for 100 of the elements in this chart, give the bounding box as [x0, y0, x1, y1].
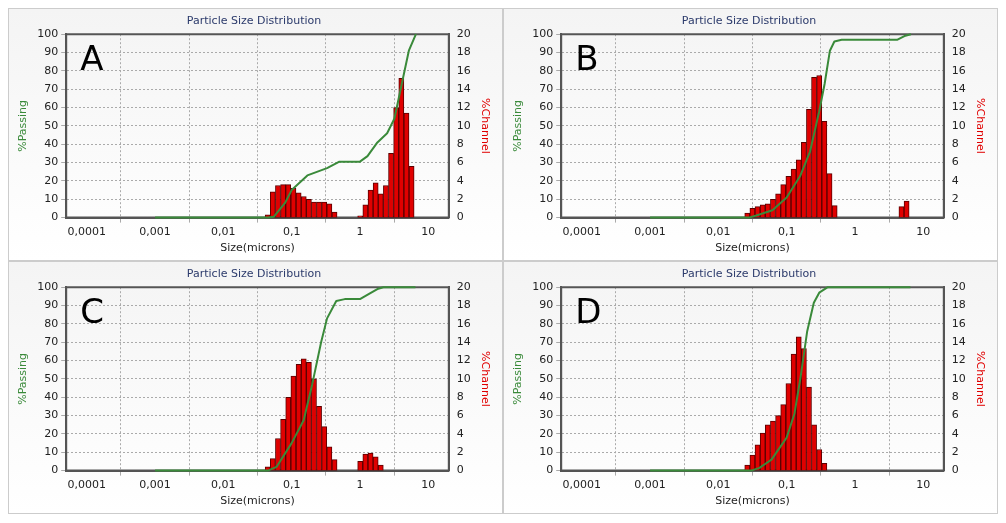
y-tick-label: 50	[539, 118, 554, 132]
y2-tick-label: 8	[951, 137, 959, 151]
y2-tick-label: 12	[951, 100, 966, 114]
x-axis-title: Size(microns)	[715, 241, 790, 255]
y2-tick-label: 16	[951, 316, 966, 330]
annotation: D	[575, 291, 602, 332]
y-tick-label: 60	[44, 353, 59, 367]
x-tick-label: 10	[421, 478, 436, 492]
annotation: B	[575, 38, 599, 79]
y2-tick-label: 8	[456, 390, 464, 404]
y-tick-label: 40	[539, 137, 554, 151]
y2-tick-label: 18	[456, 45, 471, 59]
y2-tick-label: 20	[951, 27, 966, 41]
y2-tick-label: 0	[456, 210, 464, 224]
y-tick-label: 80	[539, 316, 554, 330]
y2-tick-label: 4	[951, 426, 959, 440]
y-tick-label: 0	[51, 210, 59, 224]
y-tick-label: 60	[539, 353, 554, 367]
y2-tick-label: 10	[456, 371, 471, 385]
y2-tick-label: 8	[456, 137, 464, 151]
annotation: A	[80, 38, 104, 79]
y-tick-label: 80	[44, 316, 59, 330]
y-tick-label: 20	[44, 426, 59, 440]
x-tick-label: 10	[916, 225, 931, 239]
y-tick-label: 100	[532, 280, 554, 294]
x-tick-label: 0,1	[282, 225, 301, 239]
x-tick-label: 0,0001	[562, 225, 602, 239]
y2-tick-label: 2	[951, 445, 959, 459]
y-tick-label: 10	[44, 192, 59, 206]
x-axis-title: Size(microns)	[715, 494, 790, 508]
y2-tick-label: 4	[456, 173, 464, 187]
y2-tick-label: 12	[951, 353, 966, 367]
x-tick-label: 0,01	[211, 478, 236, 492]
y2-tick-label: 6	[951, 155, 959, 169]
x-tick-label: 1	[851, 478, 859, 492]
y-tick-label: 70	[44, 335, 59, 349]
y2-tick-label: 10	[951, 371, 966, 385]
y2-tick-label: 6	[951, 408, 959, 422]
y-tick-label: 60	[539, 100, 554, 114]
y2-tick-label: 2	[456, 192, 464, 206]
y-tick-label: 90	[44, 298, 59, 312]
annotation: C	[80, 291, 104, 332]
x-tick-label: 10	[916, 478, 931, 492]
y2-tick-label: 14	[456, 82, 471, 96]
y2-tick-label: 14	[456, 335, 471, 349]
y2-tick-label: 18	[951, 45, 966, 59]
y2-tick-label: 8	[951, 390, 959, 404]
y-tick-label: 30	[539, 155, 554, 169]
y-tick-label: 10	[539, 445, 554, 459]
y-tick-label: 10	[44, 445, 59, 459]
x-tick-label: 0,001	[634, 478, 666, 492]
y-tick-label: 60	[44, 100, 59, 114]
x-tick-label: 0,1	[282, 478, 301, 492]
y-tick-label: 40	[44, 137, 59, 151]
y-tick-label: 0	[51, 463, 59, 477]
y2-tick-label: 18	[456, 298, 471, 312]
x-tick-label: 0,1	[777, 225, 796, 239]
y2-axis-title: %Channel	[478, 351, 492, 407]
y-axis-title: %Passing	[511, 99, 525, 152]
x-tick-label: 1	[356, 478, 364, 492]
y-tick-label: 0	[546, 210, 554, 224]
chart-title: Particle Size Distribution	[681, 14, 817, 28]
y-axis-title: %Passing	[511, 352, 525, 405]
y2-tick-label: 16	[456, 63, 471, 77]
y-tick-label: 70	[44, 82, 59, 96]
x-tick-label: 0,01	[706, 225, 731, 239]
x-tick-label: 10	[421, 225, 436, 239]
y-tick-label: 40	[539, 390, 554, 404]
y-tick-label: 30	[44, 408, 59, 422]
y2-tick-label: 16	[456, 316, 471, 330]
y-tick-label: 100	[37, 27, 59, 41]
y-tick-label: 50	[539, 371, 554, 385]
x-tick-label: 0,0001	[67, 225, 107, 239]
y-axis-title: %Passing	[16, 352, 30, 405]
y-tick-label: 80	[44, 63, 59, 77]
y-tick-label: 20	[44, 173, 59, 187]
y2-tick-label: 12	[456, 100, 471, 114]
y-tick-label: 70	[539, 335, 554, 349]
y2-tick-label: 0	[951, 463, 959, 477]
chart-title: Particle Size Distribution	[186, 267, 322, 281]
y2-tick-label: 20	[456, 280, 471, 294]
y-tick-label: 30	[539, 408, 554, 422]
x-tick-label: 0,001	[634, 225, 666, 239]
y2-tick-label: 14	[951, 335, 966, 349]
y2-axis-title: %Channel	[973, 351, 987, 407]
x-axis-title: Size(microns)	[220, 241, 295, 255]
y2-tick-label: 18	[951, 298, 966, 312]
y2-tick-label: 20	[951, 280, 966, 294]
y2-axis-title: %Channel	[973, 98, 987, 154]
y2-tick-label: 6	[456, 408, 464, 422]
y-tick-label: 20	[539, 426, 554, 440]
chart-title: Particle Size Distribution	[186, 14, 322, 28]
x-tick-label: 0,01	[211, 225, 236, 239]
y2-tick-label: 6	[456, 155, 464, 169]
y-tick-label: 90	[539, 45, 554, 59]
y-tick-label: 0	[546, 463, 554, 477]
y2-tick-label: 0	[456, 463, 464, 477]
y-tick-label: 50	[44, 118, 59, 132]
y2-tick-label: 12	[456, 353, 471, 367]
y-tick-label: 50	[44, 371, 59, 385]
